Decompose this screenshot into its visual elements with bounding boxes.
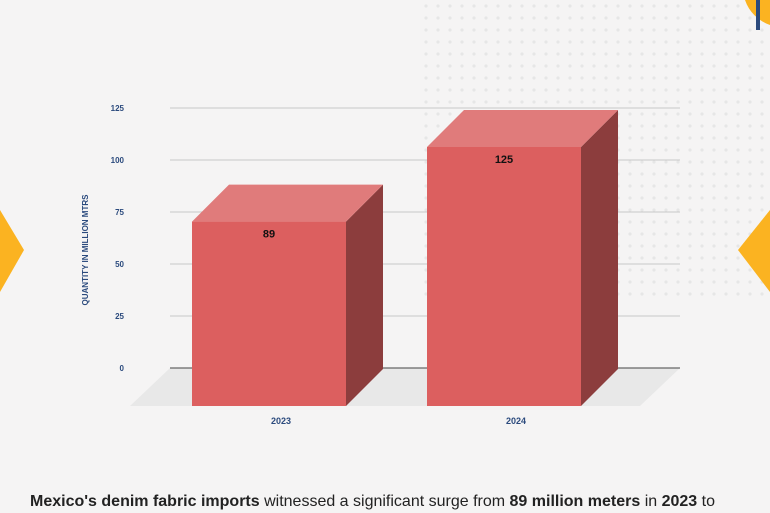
y-tick-label: 100 <box>111 156 125 165</box>
y-tick-label: 125 <box>111 104 125 113</box>
caption-bold-3: 2023 <box>661 493 698 510</box>
y-tick-label: 50 <box>115 260 124 269</box>
y-tick-label: 25 <box>115 312 124 321</box>
y-tick-label: 75 <box>115 208 124 217</box>
x-tick-label: 2023 <box>271 416 291 426</box>
caption-bold-1: Mexico's denim fabric imports <box>30 493 260 510</box>
left-accent <box>0 210 24 292</box>
bar-side <box>581 110 618 406</box>
caption-text-3: to <box>697 493 715 510</box>
bar-top <box>427 110 618 147</box>
corner-stripe <box>756 0 760 30</box>
y-axis-label: QUANTITY IN MILLION MTRS <box>81 194 90 306</box>
right-accent <box>738 210 770 292</box>
bar-side <box>346 184 383 406</box>
bar-2023 <box>192 221 346 406</box>
y-tick-label: 0 <box>120 364 125 373</box>
bar-2024 <box>427 147 581 406</box>
data-label: 125 <box>495 154 513 166</box>
caption-bold-2: 89 million meters <box>509 493 641 510</box>
caption: Mexico's denim fabric imports witnessed … <box>30 493 715 511</box>
bar-top <box>192 184 383 222</box>
caption-text-2: in <box>640 493 662 510</box>
data-label: 89 <box>263 229 275 241</box>
x-tick-label: 2024 <box>506 416 526 426</box>
caption-text-1: witnessed a significant surge from <box>259 493 510 510</box>
